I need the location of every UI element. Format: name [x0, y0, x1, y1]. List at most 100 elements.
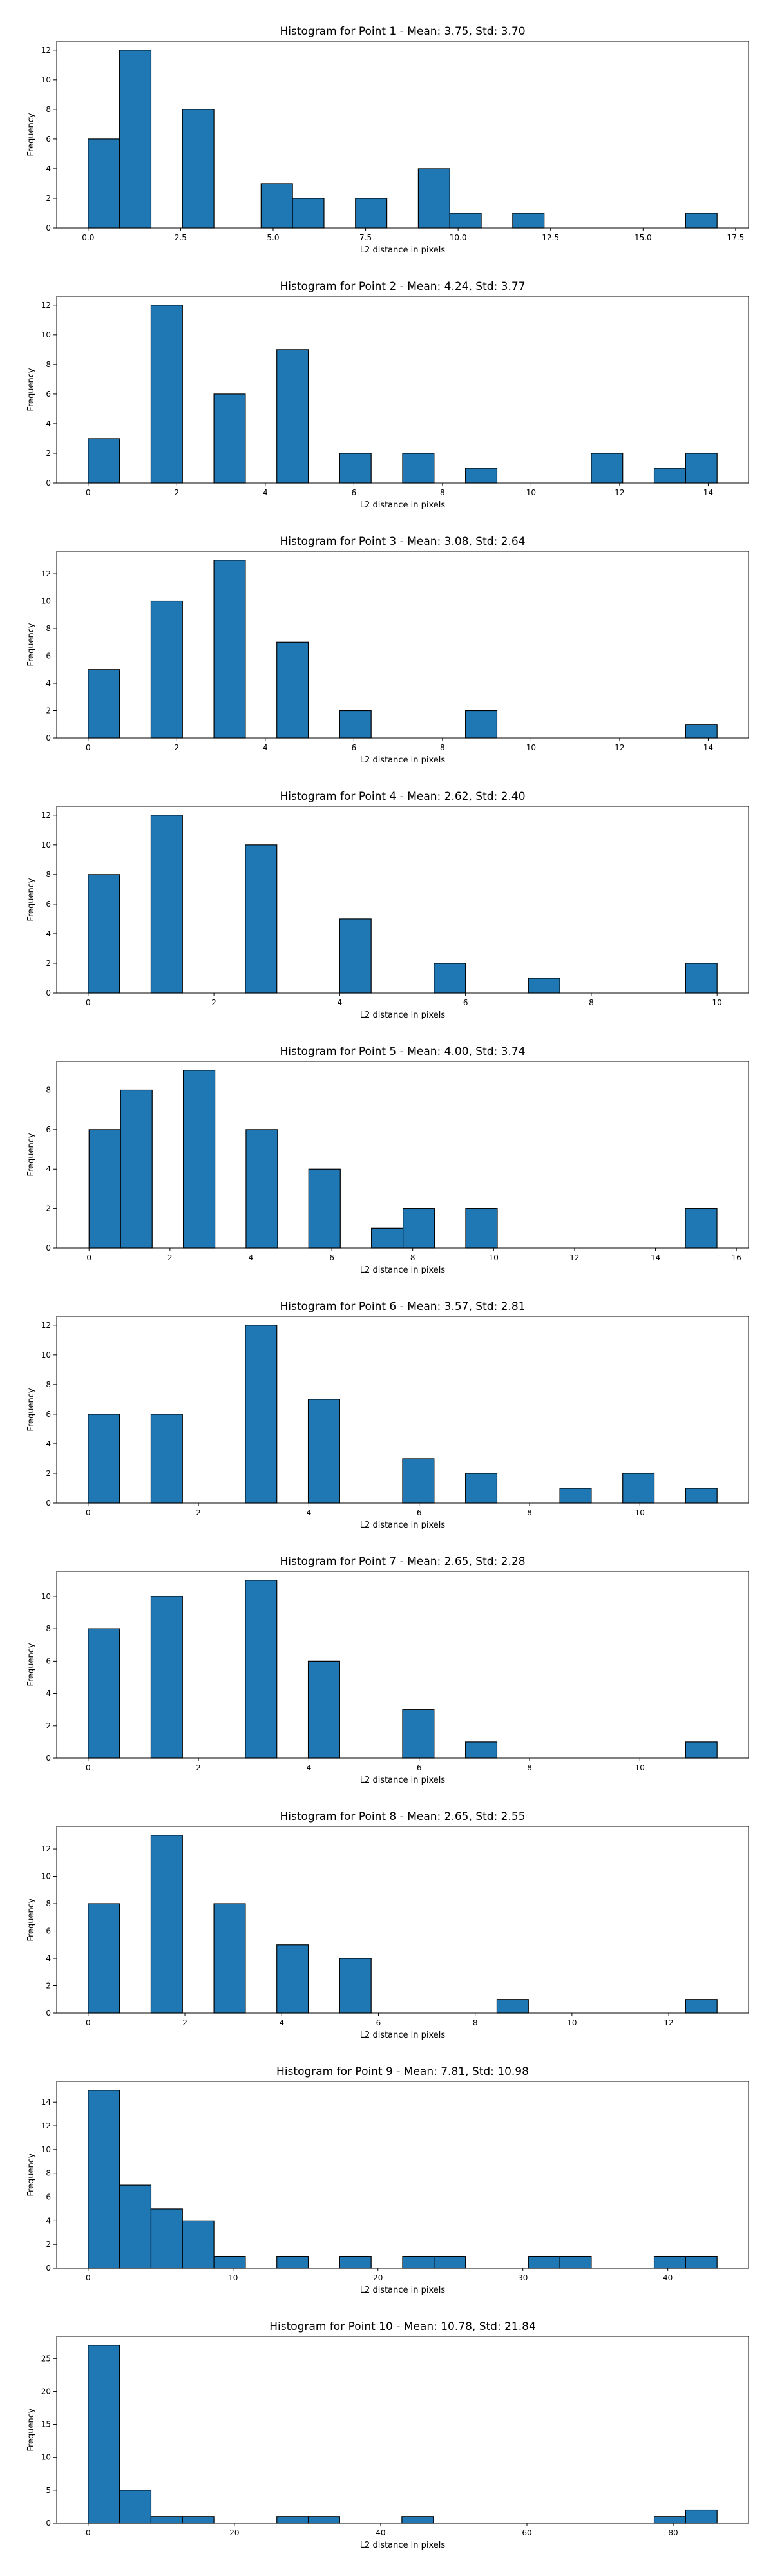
histogram-bar [496, 1999, 529, 2014]
y-tick-label: 10 [41, 75, 51, 84]
histogram-bar [465, 1473, 498, 1504]
histogram-bar [653, 2255, 686, 2269]
histogram-bar [685, 2255, 718, 2269]
x-tick-label: 2 [196, 1508, 201, 1517]
plot-frame [56, 1061, 749, 1249]
y-axis-label: Frequency [26, 878, 36, 921]
histogram-bar [685, 1999, 718, 2014]
y-tick-label: 20 [41, 2387, 51, 2396]
plot-frame [56, 806, 749, 994]
y-tick-label: 6 [46, 1410, 51, 1419]
y-tick-label: 8 [46, 105, 51, 114]
histogram-bar [276, 349, 309, 484]
histogram-bar [417, 168, 450, 229]
y-tick-label: 6 [46, 652, 51, 661]
histogram-bar [88, 1628, 120, 1759]
histogram-bar [685, 1208, 718, 1249]
x-tick-label: 2 [182, 2018, 187, 2027]
histogram-bar [245, 844, 278, 994]
y-tick-label: 25 [41, 2354, 51, 2363]
x-tick-label: 15.0 [635, 233, 652, 242]
histogram-bar [528, 2255, 560, 2269]
x-tick-label: 10 [712, 998, 722, 1007]
x-axis-label: L2 distance in pixels [360, 245, 446, 255]
histogram-bar [276, 1944, 309, 2014]
x-tick-label: 7.5 [359, 233, 372, 242]
x-tick-label: 14 [651, 1253, 660, 1262]
y-axis-label: Frequency [26, 113, 36, 156]
x-tick-label: 6 [417, 1763, 422, 1772]
y-tick-label: 2 [46, 959, 51, 968]
y-tick-label: 2 [46, 706, 51, 715]
histogram-panel-9: Histogram for Point 9 - Mean: 7.81, Std:… [26, 2065, 749, 2295]
x-tick-label: 12.5 [542, 233, 559, 242]
histogram-bar [150, 305, 183, 484]
y-tick-label: 2 [46, 194, 51, 203]
plot-frame [56, 551, 749, 739]
x-tick-label: 10.0 [450, 233, 467, 242]
histogram-bar [150, 815, 183, 994]
x-tick-label: 10 [635, 1508, 645, 1517]
x-tick-label: 80 [668, 2528, 678, 2537]
histogram-panel-6: Histogram for Point 6 - Mean: 3.57, Std:… [26, 1300, 749, 1530]
y-tick-label: 0 [46, 1754, 51, 1763]
histogram-bar [403, 1208, 435, 1249]
y-tick-label: 10 [41, 1350, 51, 1359]
x-axis-label: L2 distance in pixels [360, 1520, 446, 1530]
x-axis-label: L2 distance in pixels [360, 2286, 446, 2295]
histogram-bar [685, 1488, 718, 1504]
plot-frame [56, 296, 749, 484]
y-axis-label: Frequency [26, 1133, 36, 1176]
x-tick-label: 2 [196, 1763, 201, 1772]
y-tick-label: 8 [46, 2169, 51, 2178]
histogram-bar [119, 50, 152, 229]
x-tick-label: 2 [211, 998, 216, 1007]
histogram-bar [449, 213, 482, 229]
y-axis-label: Frequency [26, 2153, 36, 2196]
histogram-bar [355, 198, 388, 229]
y-tick-label: 6 [46, 135, 51, 144]
histogram-bar [465, 1208, 498, 1249]
histogram-bar [276, 2516, 309, 2524]
y-tick-label: 12 [41, 2121, 51, 2130]
x-tick-label: 17.5 [727, 233, 745, 242]
chart-title: Histogram for Point 6 - Mean: 3.57, Std:… [280, 1300, 525, 1313]
histogram-bar [465, 468, 498, 484]
chart-title: Histogram for Point 8 - Mean: 2.65, Std:… [280, 1810, 525, 1823]
x-tick-label: 6 [329, 1253, 334, 1262]
x-tick-label: 0 [86, 2528, 91, 2537]
y-tick-label: 5 [46, 2486, 51, 2495]
y-tick-label: 0 [46, 223, 51, 232]
x-tick-label: 14 [703, 488, 713, 497]
y-tick-label: 4 [46, 1689, 51, 1698]
x-tick-label: 6 [463, 998, 468, 1007]
plot-frame [56, 1826, 749, 2014]
x-tick-label: 6 [352, 488, 357, 497]
chart-title: Histogram for Point 5 - Mean: 4.00, Std:… [280, 1045, 525, 1058]
y-tick-label: 8 [46, 1085, 51, 1094]
x-tick-label: 0 [86, 1508, 91, 1517]
y-tick-label: 15 [41, 2420, 51, 2429]
x-tick-label: 12 [569, 1253, 579, 1262]
x-tick-label: 12 [615, 488, 624, 497]
y-tick-label: 0 [46, 2264, 51, 2273]
x-tick-label: 4 [338, 998, 343, 1007]
y-tick-label: 6 [46, 390, 51, 399]
histogram-bar [182, 2516, 215, 2524]
histogram-bar [559, 1488, 592, 1504]
histogram-bar [434, 2255, 466, 2269]
histogram-bar [307, 1399, 340, 1504]
histogram-panel-1: Histogram for Point 1 - Mean: 3.75, Std:… [26, 25, 749, 255]
x-axis-label: L2 distance in pixels [360, 1010, 446, 1020]
histogram-bar [182, 2220, 215, 2269]
histogram-bar [685, 453, 718, 484]
y-tick-label: 12 [41, 46, 51, 55]
y-tick-label: 8 [46, 360, 51, 369]
histogram-bar [512, 213, 545, 229]
y-tick-label: 4 [46, 164, 51, 173]
histogram-bar [150, 2516, 183, 2524]
y-axis-label: Frequency [26, 1388, 36, 1431]
histogram-bar [685, 724, 718, 739]
histogram-bar [402, 453, 435, 484]
y-tick-label: 8 [46, 1624, 51, 1633]
